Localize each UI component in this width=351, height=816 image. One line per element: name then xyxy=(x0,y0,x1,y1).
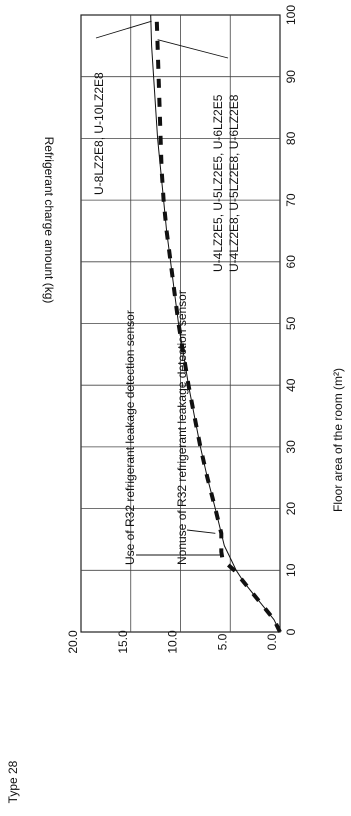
leader-models-4-6 xyxy=(157,39,229,59)
annotation-use-sensor: Use of R32 refrigerant leakage detection… xyxy=(123,310,137,565)
y-axis-label: Refrigerant charge amount (kg) xyxy=(42,137,56,304)
x-tick-label: 60 xyxy=(284,255,298,269)
chart-series xyxy=(150,14,282,633)
y-tick-label: 10.0 xyxy=(166,630,180,654)
annotation-models-4-6-line2: U-4LZ2E8, U-5LZ2E8, U-6LZ2E8 xyxy=(227,94,241,272)
x-tick-label: 80 xyxy=(284,131,298,145)
leader-models-8-10 xyxy=(95,20,152,39)
type-label: Type 28 xyxy=(6,760,20,803)
annotation-models-4-6-line1: U-4LZ2E5, U-5LZ2E5, U-6LZ2E5 xyxy=(211,94,225,272)
x-tick-label: 10 xyxy=(284,563,298,577)
x-tick-label: 90 xyxy=(284,70,298,84)
series-line-nonuse-sensor xyxy=(150,14,281,633)
x-tick-label: 0 xyxy=(284,628,298,635)
y-tick-label: 15.0 xyxy=(116,630,130,654)
y-tick-label: 0.0 xyxy=(265,633,279,650)
annotation-models-8-10: U-8LZ2E8, U-10LZ2E8 xyxy=(92,72,106,195)
x-tick-label: 30 xyxy=(284,440,298,454)
x-tick-label: 40 xyxy=(284,378,298,392)
leader-nonuse-sensor xyxy=(186,529,216,534)
x-tick-label: 100 xyxy=(284,5,298,25)
chart-annotations: Use of R32 refrigerant leakage detection… xyxy=(92,20,241,565)
chart-grid xyxy=(80,14,281,633)
y-tick-label: 5.0 xyxy=(215,633,229,650)
annotation-nonuse-sensor: Nonuse of R32 refrigerant leakage detect… xyxy=(175,290,189,565)
x-tick-label: 70 xyxy=(284,193,298,207)
y-tick-label: 20.0 xyxy=(66,630,80,654)
x-tick-label: 50 xyxy=(284,317,298,331)
chart-ticks: 0 10 20 30 40 50 60 70 80 90 100 0.0 5.0 10.0 15.0 20.0 xyxy=(66,5,298,654)
x-tick-label: 20 xyxy=(284,502,298,516)
x-axis-label: Floor area of the room (m²) xyxy=(331,368,345,512)
